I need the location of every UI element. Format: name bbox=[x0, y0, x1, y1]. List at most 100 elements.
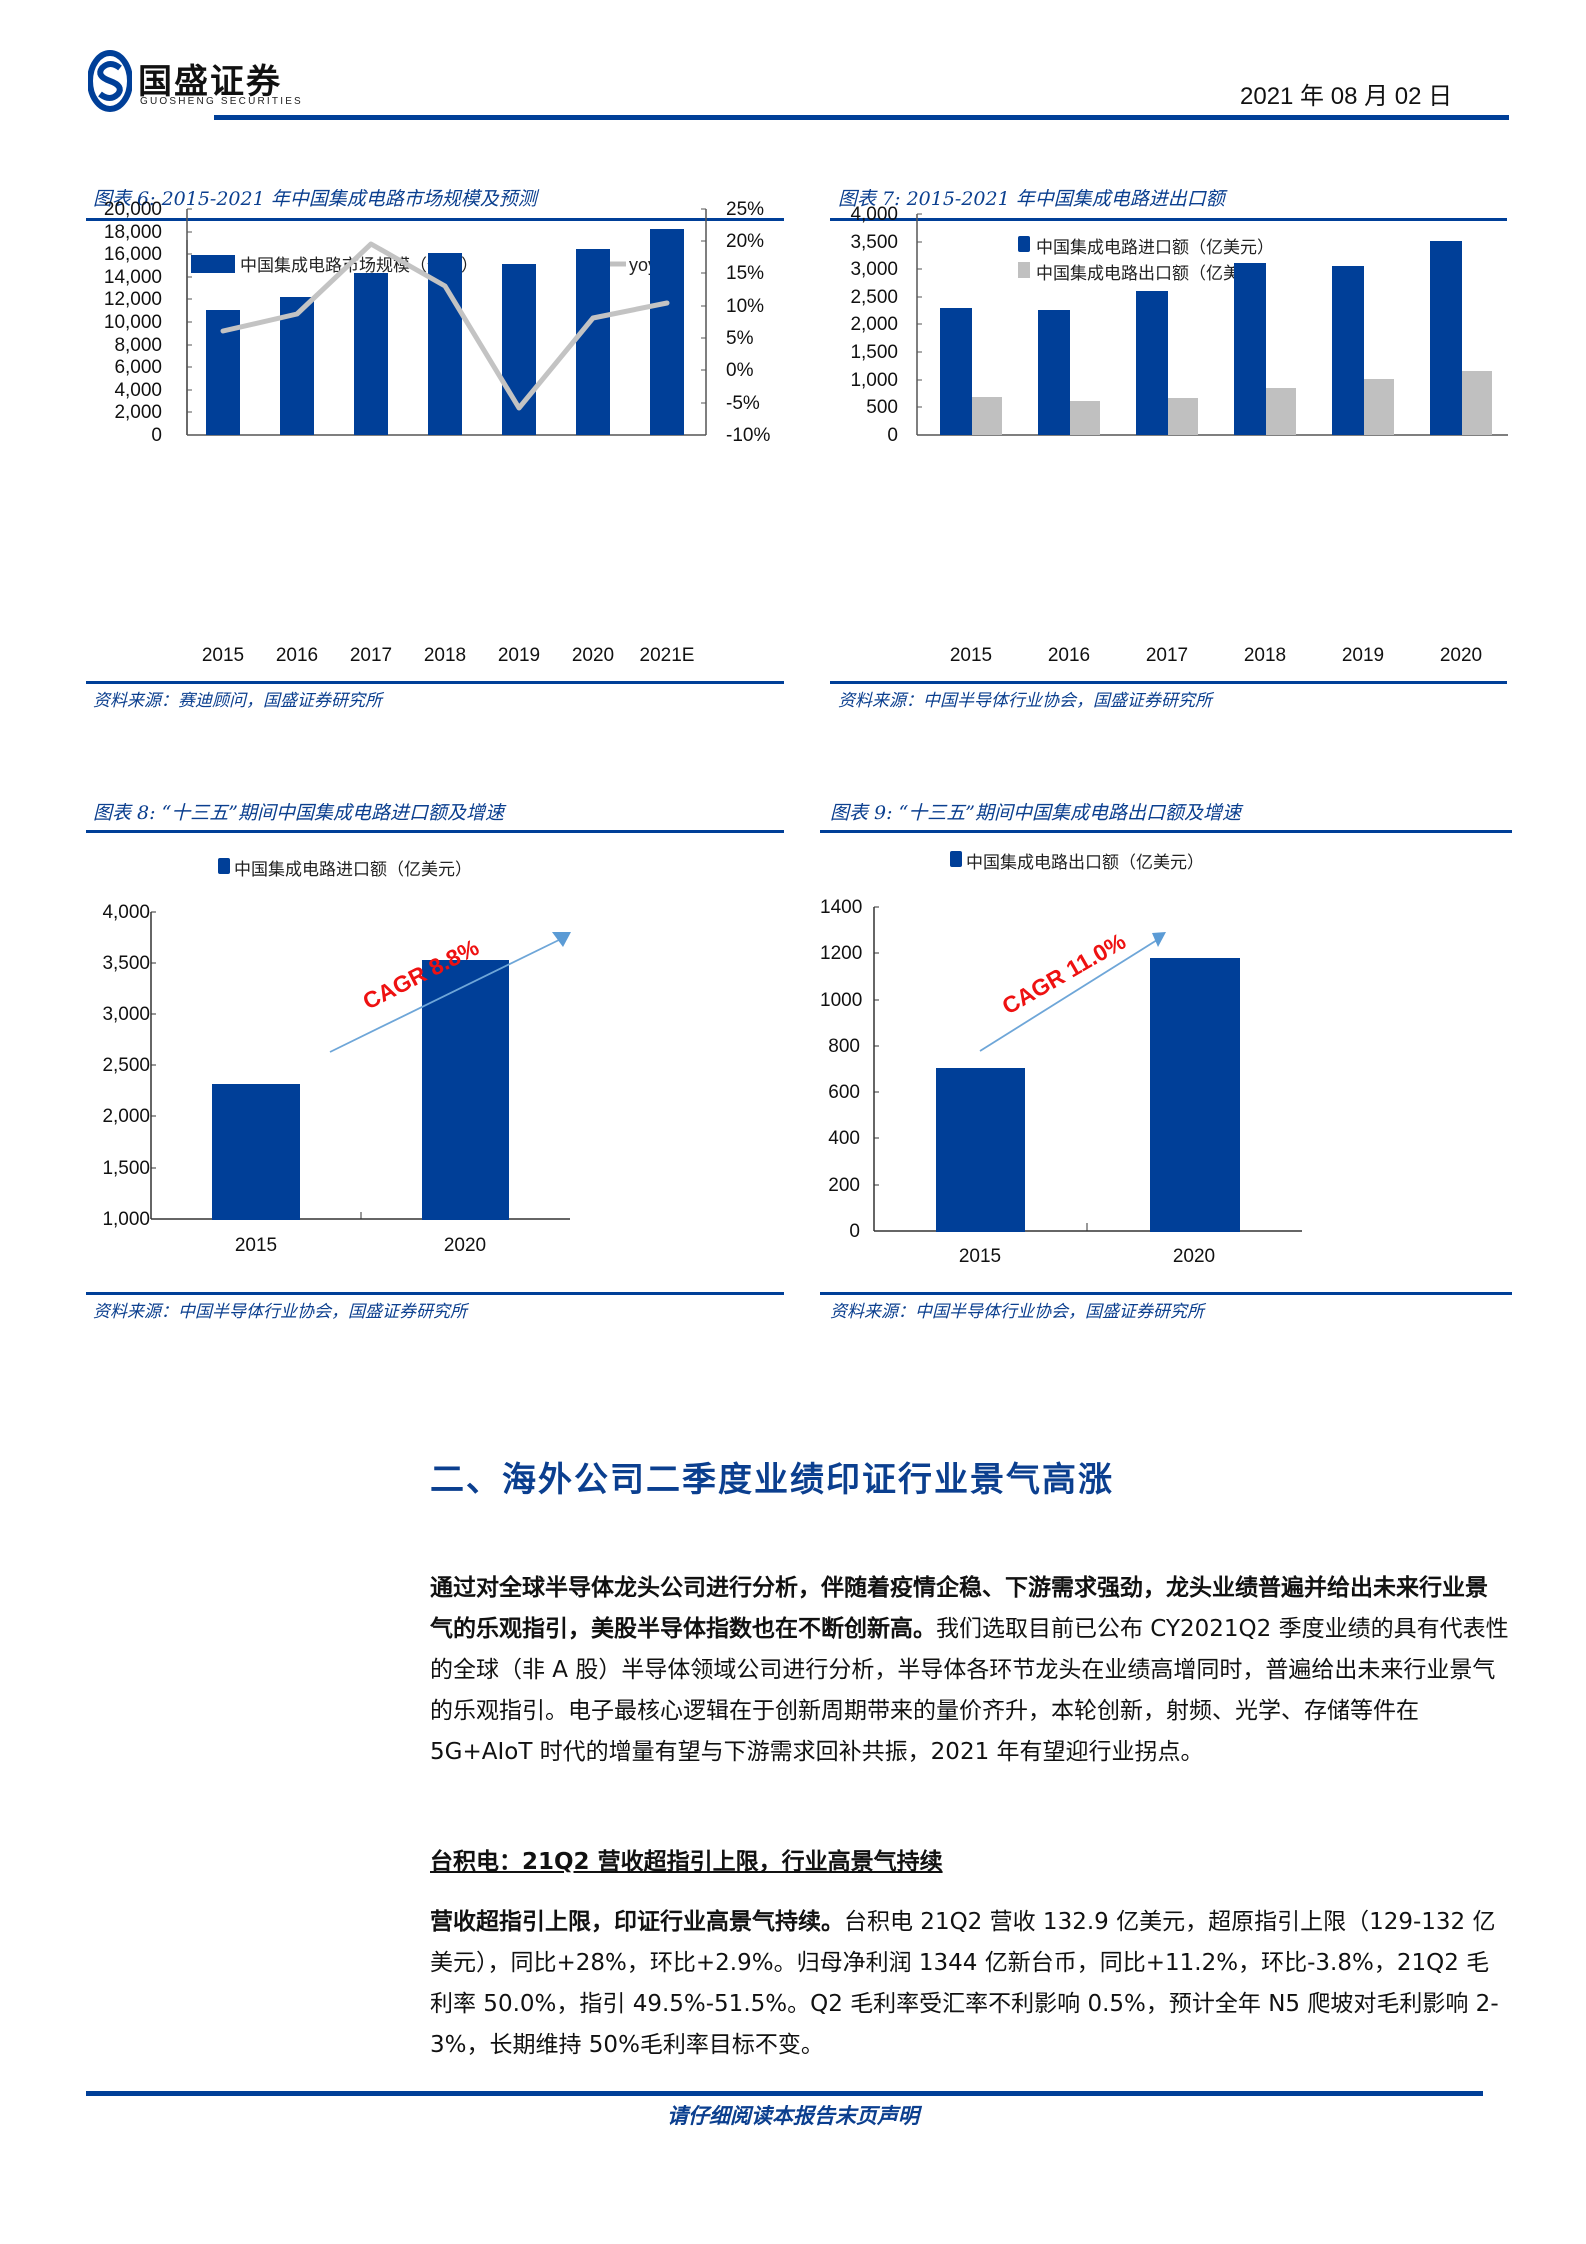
figure-8-title-rule bbox=[86, 830, 784, 833]
fig6-xtick: 2016 bbox=[275, 645, 319, 666]
fig6-ytick: 14,000 bbox=[103, 267, 162, 288]
export-bar-2015 bbox=[972, 397, 1002, 435]
figure-9-title: 图表 9: “十三五”期间中国集成电路出口额及增速 bbox=[830, 802, 1241, 824]
import-bar-2018 bbox=[1234, 263, 1266, 435]
import-bar-2017 bbox=[1136, 291, 1168, 435]
figure-6-left-axis bbox=[186, 208, 192, 435]
figure-7-title: 图表 7: 2015-2021 年中国集成电路进出口额 bbox=[838, 188, 1225, 210]
export-bar-2015 bbox=[936, 1068, 1025, 1232]
footer-disclaimer: 请仔细阅读本报告末页声明 bbox=[667, 2103, 919, 2128]
fig7-ytick: 2,000 bbox=[850, 314, 898, 335]
fig9-ytick: 200 bbox=[828, 1175, 860, 1196]
fig8-ytick: 1,500 bbox=[102, 1158, 150, 1179]
fig8-xtick: 2020 bbox=[443, 1235, 487, 1256]
fig8-ytick: 2,500 bbox=[102, 1055, 150, 1076]
figure-6-source: 资料来源：赛迪顾问，国盛证券研究所 bbox=[93, 691, 382, 711]
cagr-arrow bbox=[329, 937, 564, 1053]
cagr-arrowhead-icon bbox=[1152, 932, 1166, 947]
tsmc-paragraph-body: 台积电 21Q2 营收 132.9 亿美元，超原指引上限（129-132 亿美元… bbox=[430, 1909, 1499, 2058]
fig7-xtick: 2020 bbox=[1439, 645, 1483, 666]
intro-paragraph: 通过对全球半导体龙头公司进行分析，伴随着疫情企稳、下游需求强劲，龙头业绩普遍并给… bbox=[430, 1568, 1510, 1773]
figure-6-bars bbox=[206, 229, 684, 435]
figure-7-import-bars bbox=[940, 241, 1462, 435]
fig6-y2tick: 5% bbox=[726, 328, 754, 349]
fig6-xtick: 2021E bbox=[639, 645, 695, 666]
figure-8-source-rule bbox=[86, 1292, 784, 1295]
legend-swatch-export bbox=[950, 851, 962, 867]
fig6-ytick: 12,000 bbox=[103, 289, 162, 310]
fig9-ytick: 0 bbox=[849, 1221, 860, 1242]
fig7-ytick: 1,500 bbox=[850, 342, 898, 363]
fig7-xtick: 2017 bbox=[1145, 645, 1189, 666]
fig8-ytick: 3,000 bbox=[102, 1004, 150, 1025]
fig6-ytick: 20,000 bbox=[103, 199, 162, 220]
fig9-ytick: 1400 bbox=[820, 897, 863, 918]
bar-2021e bbox=[650, 229, 684, 435]
logo-english-name: GUOSHENG SECURITIES bbox=[140, 96, 303, 107]
tsmc-paragraph: 营收超指引上限，印证行业高景气持续。台积电 21Q2 营收 132.9 亿美元，… bbox=[430, 1902, 1510, 2066]
fig9-xtick: 2020 bbox=[1172, 1246, 1216, 1267]
fig7-ytick: 1,000 bbox=[850, 370, 898, 391]
import-bar-2020 bbox=[422, 960, 509, 1220]
fig7-ytick: 2,500 bbox=[850, 287, 898, 308]
figure-8-source: 资料来源：中国半导体行业协会，国盛证券研究所 bbox=[93, 1302, 467, 1322]
fig9-ytick: 1000 bbox=[820, 990, 863, 1011]
fig7-xtick: 2015 bbox=[949, 645, 993, 666]
figure-7-plot bbox=[916, 213, 1508, 436]
fig7-ytick: 3,000 bbox=[850, 259, 898, 280]
fig6-xtick: 2020 bbox=[571, 645, 615, 666]
fig6-y2tick: 10% bbox=[726, 296, 765, 317]
figure-7-source-rule bbox=[830, 681, 1507, 684]
fig8-xtick: 2015 bbox=[234, 1235, 278, 1256]
figure-6-title-rule bbox=[86, 218, 784, 221]
export-bar-2017 bbox=[1168, 398, 1198, 435]
fig6-xtick: 2018 bbox=[423, 645, 467, 666]
fig9-ytick: 600 bbox=[828, 1082, 860, 1103]
figure-9-source: 资料来源：中国半导体行业协会，国盛证券研究所 bbox=[830, 1302, 1204, 1322]
fig6-y2tick: -10% bbox=[726, 425, 771, 446]
figure-9-source-rule bbox=[820, 1292, 1512, 1295]
fig6-ytick: 4,000 bbox=[114, 380, 162, 401]
fig7-ytick: 4,000 bbox=[850, 204, 898, 225]
import-bar-2015 bbox=[940, 308, 972, 435]
legend-swatch-import bbox=[1018, 236, 1030, 252]
figure-6-title: 图表 6: 2015-2021 年中国集成电路市场规模及预测 bbox=[93, 188, 537, 210]
fig6-xtick: 2015 bbox=[201, 645, 245, 666]
fig6-ytick: 18,000 bbox=[103, 222, 162, 243]
fig6-ytick: 6,000 bbox=[114, 357, 162, 378]
figure-6-right-axis bbox=[701, 208, 707, 435]
intro-paragraph-body: 我们选取目前已公布 CY2021Q2 季度业绩的具有代表性的全球（非 A 股）半… bbox=[430, 1616, 1509, 1765]
legend-swatch-export bbox=[1018, 262, 1030, 278]
report-date: 2021 年 08 月 02 日 bbox=[1240, 83, 1453, 110]
logo-chinese-name: 国盛证券 bbox=[138, 62, 282, 102]
section-heading: 二、海外公司二季度业绩印证行业景气高涨 bbox=[430, 1460, 1114, 1500]
fig7-ytick: 0 bbox=[887, 425, 898, 446]
header-divider bbox=[214, 115, 1509, 120]
fig8-ytick: 1,000 bbox=[102, 1209, 150, 1230]
fig6-y2tick: -5% bbox=[726, 393, 760, 414]
legend-label-export: 中国集成电路出口额（亿美元） bbox=[1036, 264, 1274, 284]
import-bar-2015 bbox=[212, 1084, 300, 1220]
cagr-annotation: CAGR 11.0% bbox=[998, 928, 1131, 1020]
export-bar-2018 bbox=[1266, 388, 1296, 435]
fig6-y2tick: 15% bbox=[726, 263, 765, 284]
fig9-xtick: 2015 bbox=[958, 1246, 1002, 1267]
intro-paragraph-bold: 通过对全球半导体龙头公司进行分析，伴随着疫情企稳、下游需求强劲，龙头业绩普遍并给… bbox=[430, 1575, 1488, 1642]
fig6-ytick: 0 bbox=[151, 425, 162, 446]
figure-6-plot bbox=[186, 208, 707, 436]
figure-7-title-rule bbox=[830, 218, 1507, 221]
fig6-y2tick: 20% bbox=[726, 231, 765, 252]
figure-8-title: 图表 8: “十三五”期间中国集成电路进口额及增速 bbox=[93, 802, 504, 824]
import-bar-2019 bbox=[1332, 266, 1364, 435]
fig8-ytick: 3,500 bbox=[102, 953, 150, 974]
fig9-ytick: 800 bbox=[828, 1036, 860, 1057]
fig6-xtick: 2017 bbox=[349, 645, 393, 666]
cagr-arrowhead-icon bbox=[552, 932, 571, 947]
fig8-ytick: 2,000 bbox=[102, 1106, 150, 1127]
fig7-xtick: 2018 bbox=[1243, 645, 1287, 666]
tsmc-subheading: 台积电：21Q2 营收超指引上限，行业高景气持续 bbox=[430, 1849, 943, 1875]
guosheng-logo-icon bbox=[88, 50, 132, 112]
export-bar-2016 bbox=[1070, 401, 1100, 435]
fig6-y2tick: 0% bbox=[726, 360, 754, 381]
footer-divider bbox=[86, 2091, 1483, 2096]
